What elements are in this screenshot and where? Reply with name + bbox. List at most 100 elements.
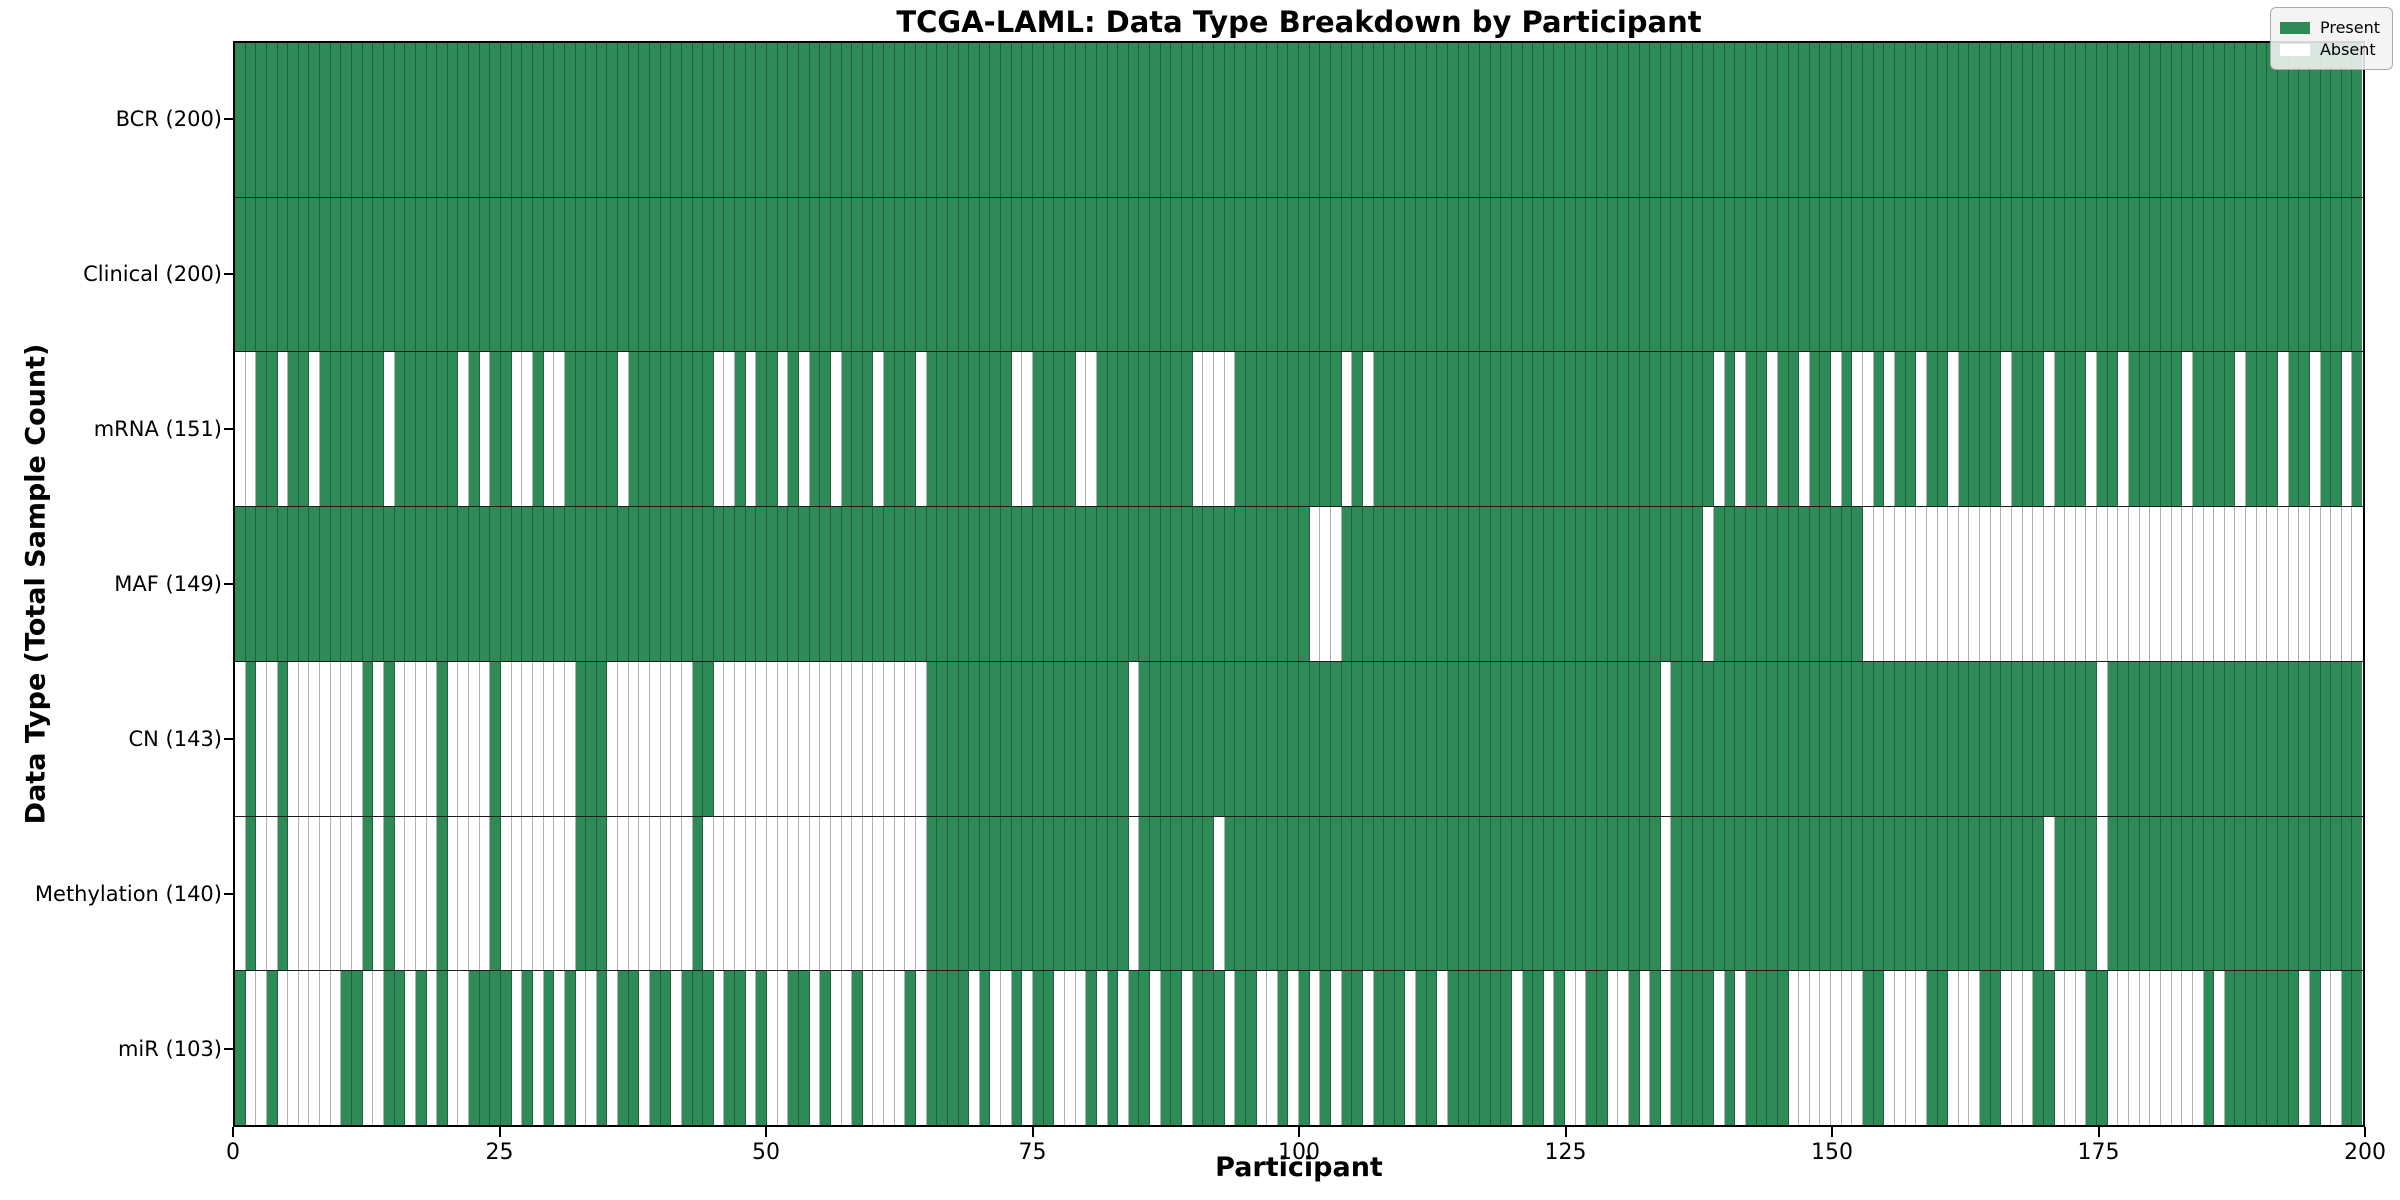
matrix-cell [1341, 971, 1353, 1126]
matrix-cell [2341, 507, 2353, 661]
matrix-cell [894, 507, 906, 661]
matrix-cell [2224, 43, 2236, 197]
matrix-cell [596, 507, 608, 661]
matrix-cell [1128, 971, 1140, 1126]
matrix-cell [1022, 43, 1034, 197]
matrix-cell [1863, 43, 1874, 197]
matrix-cell [1043, 971, 1055, 1126]
matrix-cell [458, 197, 470, 352]
matrix-cell [575, 816, 587, 971]
matrix-cell [1033, 661, 1044, 816]
matrix-cell [937, 507, 948, 661]
matrix-cell [1394, 352, 1406, 507]
matrix-cell [1479, 816, 1491, 971]
matrix-cell [266, 661, 278, 816]
matrix-cell [830, 507, 842, 661]
matrix-cell [1384, 971, 1395, 1126]
matrix-cell [1352, 43, 1363, 197]
matrix-cell [1671, 197, 1683, 352]
matrix-cell [490, 661, 502, 816]
matrix-cell [1745, 816, 1757, 971]
matrix-cell [256, 971, 267, 1126]
matrix-cell [692, 507, 704, 661]
matrix-cell [1894, 43, 1906, 197]
matrix-cell [2331, 661, 2342, 816]
matrix-cell [245, 816, 257, 971]
matrix-cell [1022, 816, 1034, 971]
matrix-cell [713, 43, 725, 197]
matrix-cell [2341, 352, 2353, 507]
matrix-cell [2043, 507, 2055, 661]
matrix-cell [1937, 43, 1949, 197]
matrix-cell [320, 43, 331, 197]
matrix-cell [330, 971, 342, 1126]
matrix-cell [490, 43, 502, 197]
matrix-cell [926, 43, 938, 197]
matrix-cell [596, 971, 608, 1126]
matrix-cell [1916, 971, 1927, 1126]
matrix-cell [1352, 507, 1363, 661]
matrix-cell [1682, 661, 1693, 816]
matrix-cell [1628, 352, 1640, 507]
matrix-cell [1799, 43, 1810, 197]
matrix-cell [724, 816, 736, 971]
matrix-cell [1341, 661, 1353, 816]
matrix-cell [2278, 661, 2289, 816]
matrix-cell [1075, 816, 1087, 971]
matrix-cell [1958, 43, 1970, 197]
matrix-cell [469, 197, 480, 352]
matrix-cell [1245, 816, 1257, 971]
matrix-cell [1426, 197, 1438, 352]
matrix-cell [649, 197, 661, 352]
matrix-cell [1948, 661, 1959, 816]
matrix-cell [1277, 816, 1289, 971]
matrix-cell [2320, 661, 2332, 816]
matrix-cell [1384, 197, 1395, 352]
matrix-cell [1096, 507, 1108, 661]
matrix-cell [2320, 816, 2332, 971]
matrix-cell [1011, 971, 1023, 1126]
matrix-cell [937, 43, 948, 197]
matrix-cell [2139, 971, 2151, 1126]
matrix-cell [1692, 507, 1704, 661]
matrix-cell [2214, 971, 2225, 1126]
matrix-cell [1756, 197, 1768, 352]
matrix-cell [522, 352, 533, 507]
matrix-cell [1926, 816, 1938, 971]
matrix-cell [1075, 43, 1087, 197]
matrix-cell [2267, 352, 2278, 507]
matrix-cell [1948, 507, 1959, 661]
matrix-cell [1267, 43, 1278, 197]
matrix-cell [266, 197, 278, 352]
matrix-cell [1990, 816, 2002, 971]
matrix-cell [1905, 971, 1917, 1126]
matrix-cell [735, 816, 746, 971]
matrix-cell [1714, 197, 1725, 352]
matrix-cell [703, 816, 714, 971]
matrix-cell [1980, 661, 1991, 816]
matrix-cell [1213, 816, 1225, 971]
matrix-cell [1139, 971, 1151, 1126]
matrix-cell [458, 816, 470, 971]
matrix-cell [501, 43, 512, 197]
matrix-cell [1799, 197, 1810, 352]
matrix-cell [628, 352, 640, 507]
matrix-cell [352, 507, 363, 661]
matrix-cell [394, 352, 406, 507]
matrix-cell [841, 816, 853, 971]
matrix-cell [1150, 352, 1161, 507]
matrix-cell [884, 197, 895, 352]
matrix-cell [1714, 43, 1725, 197]
matrix-cell [532, 971, 544, 1126]
matrix-cell [905, 352, 916, 507]
matrix-cell [830, 43, 842, 197]
matrix-cell [724, 507, 736, 661]
matrix-cell [2001, 43, 2012, 197]
matrix-cell [1767, 43, 1778, 197]
matrix-cell [1756, 661, 1768, 816]
matrix-cell [1373, 43, 1385, 197]
matrix-cell [2129, 352, 2140, 507]
matrix-cell [2192, 816, 2204, 971]
matrix-cell [607, 507, 619, 661]
